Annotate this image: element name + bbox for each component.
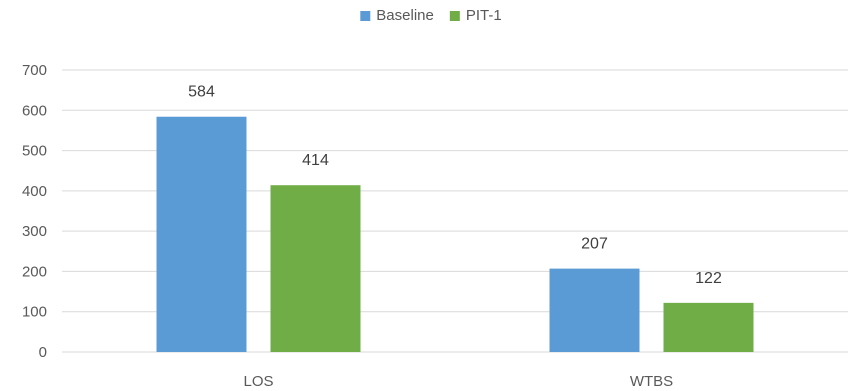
x-tick-label-wtbs: WTBS [630,373,673,390]
bar-baseline-wtbs [549,268,640,352]
legend: Baseline PIT-1 [360,7,502,24]
data-labels: 584 414 207 122 [188,84,722,287]
bar-pit-1-los [270,185,361,352]
bar-pit-1-wtbs [663,302,754,352]
data-label-baseline-wtbs: 207 [581,236,608,253]
x-axis: LOS WTBS [243,373,673,390]
y-axis: 0 100 200 300 400 500 600 700 [22,62,47,361]
y-tick-label-200: 200 [22,263,47,280]
legend-label-baseline: Baseline [376,7,434,24]
y-tick-label-500: 500 [22,143,47,160]
x-tick-label-los: LOS [243,373,273,390]
bar-baseline-los [156,116,247,352]
data-label-baseline-los: 584 [188,84,215,101]
data-label-pit-1-los: 414 [302,152,329,169]
legend-label-pit-1: PIT-1 [466,7,502,24]
y-tick-label-0: 0 [39,344,47,361]
bars [156,116,754,352]
data-label-pit-1-wtbs: 122 [695,270,722,287]
y-tick-label-100: 100 [22,304,47,321]
y-tick-label-600: 600 [22,102,47,119]
legend-swatch-pit-1 [449,11,460,21]
legend-swatch-baseline [360,11,371,21]
y-tick-label-300: 300 [22,223,47,240]
y-tick-label-400: 400 [22,183,47,200]
y-tick-label-700: 700 [22,62,47,79]
